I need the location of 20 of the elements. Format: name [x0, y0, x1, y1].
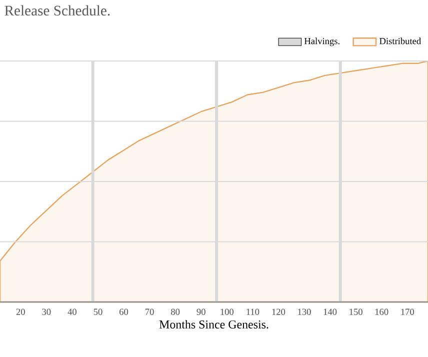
x-tick-label: 40: [68, 308, 76, 315]
x-tick-label: 110: [246, 308, 260, 315]
x-tick-label: 70: [146, 308, 154, 315]
x-tick-label: 150: [350, 308, 362, 315]
legend-label: Distributed: [380, 38, 421, 44]
x-tick-label: 80: [171, 308, 180, 315]
x-tick-label: 130: [298, 308, 311, 315]
x-tick-label: 60: [120, 308, 128, 315]
chart-title: Release Schedule.: [4, 5, 110, 16]
x-tick-label: 100: [220, 308, 234, 315]
x-tick-label: 120: [272, 308, 286, 315]
x-tick-label: 50: [94, 308, 102, 315]
x-tick-label: 30: [42, 308, 51, 315]
legend-label: Halvings.: [304, 38, 340, 46]
x-tick-label: 170: [401, 308, 414, 315]
x-tick-label: 140: [324, 308, 337, 315]
x-tick-label: 90: [196, 308, 206, 315]
x-tick-label: 160: [375, 308, 388, 315]
x-axis-title: Months Since Genesis.: [159, 320, 268, 329]
x-tick-label: 20: [16, 308, 25, 315]
